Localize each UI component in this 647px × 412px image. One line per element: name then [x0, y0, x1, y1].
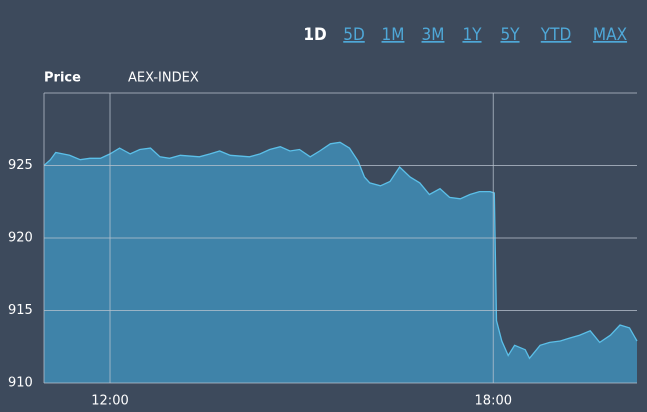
range-button[interactable]: 1D	[303, 25, 326, 45]
range-button[interactable]: 5D	[343, 25, 365, 45]
x-tick-label: 18:00	[475, 394, 512, 409]
y-tick-label: 920	[8, 231, 33, 246]
range-button[interactable]: 1M	[382, 25, 405, 45]
y-label: Price	[44, 71, 81, 86]
y-tick-label: 925	[8, 158, 33, 173]
y-tick-label: 915	[8, 303, 33, 318]
legend-entry: AEX-INDEX	[128, 71, 199, 86]
x-tick-label: 12:00	[91, 394, 128, 409]
range-button[interactable]: MAX	[593, 25, 627, 45]
range-button[interactable]: 5Y	[500, 25, 520, 45]
range-button[interactable]: 3M	[422, 25, 445, 45]
range-button[interactable]: YTD	[540, 25, 571, 45]
line	[43, 141, 638, 360]
y-tick-label: 910	[8, 376, 33, 391]
area-fill	[44, 142, 637, 383]
range-button[interactable]: 1Y	[462, 25, 482, 45]
